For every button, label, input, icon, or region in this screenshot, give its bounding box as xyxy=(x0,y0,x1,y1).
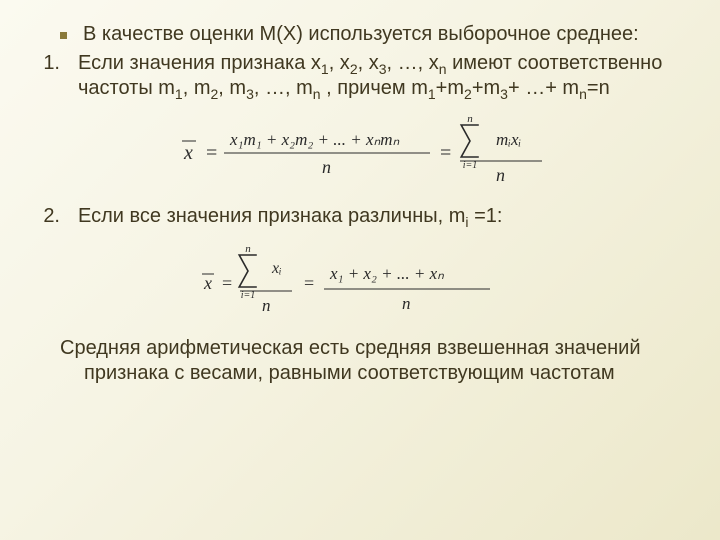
list-text-1: Если значения признака x1, x2, x3, …, xn… xyxy=(78,51,680,101)
formula-2-svg: x = n i=1 xᵢ n = x₁ + x₂ + ... + xₙ n xyxy=(190,239,550,323)
square-bullet-icon xyxy=(60,32,67,39)
svg-text:=: = xyxy=(304,273,314,293)
slide-content: В качестве оценки M(X) используется выбо… xyxy=(0,0,720,406)
svg-text:xᵢ: xᵢ xyxy=(271,260,282,277)
svg-text:=: = xyxy=(222,273,232,293)
list-marker-2: 2. xyxy=(24,204,60,229)
svg-text:x₁ + x₂ + ... + xₙ: x₁ + x₂ + ... + xₙ xyxy=(329,264,444,283)
svg-text:n: n xyxy=(467,113,473,125)
bullet-text: В качестве оценки M(X) используется выбо… xyxy=(83,22,680,47)
svg-text:x₁m₁ + x₂m₂ + ... + xₙmₙ: x₁m₁ + x₂m₂ + ... + xₙmₙ xyxy=(229,130,400,149)
list-item-1: 1. Если значения признака x1, x2, x3, …,… xyxy=(24,51,680,101)
svg-text:x: x xyxy=(203,273,212,293)
summary-text: Средняя арифметическая есть средняя взве… xyxy=(84,336,680,386)
list-item-2: 2. Если все значения признака различны, … xyxy=(24,204,680,229)
svg-text:n: n xyxy=(245,243,251,255)
svg-text:n: n xyxy=(496,165,505,185)
svg-text:=: = xyxy=(206,142,217,164)
svg-text:i=1: i=1 xyxy=(463,160,478,171)
formula-1-svg: x = x₁m₁ + x₂m₂ + ... + xₙmₙ n = n i=1 mᵢxᵢ n xyxy=(170,111,570,191)
svg-text:n: n xyxy=(402,294,411,313)
formula-1: x = x₁m₁ + x₂m₂ + ... + xₙmₙ n = n i=1 mᵢxᵢ n xyxy=(60,111,680,198)
list-text-2: Если все значения признака различны, mi … xyxy=(78,204,680,229)
svg-text:i=1: i=1 xyxy=(241,290,256,301)
svg-text:n: n xyxy=(262,296,271,315)
svg-text:mᵢxᵢ: mᵢxᵢ xyxy=(496,130,521,149)
svg-text:n: n xyxy=(322,157,331,177)
svg-text:x: x xyxy=(183,142,193,164)
svg-text:=: = xyxy=(440,142,451,164)
bullet-item: В качестве оценки M(X) используется выбо… xyxy=(60,22,680,47)
formula-2: x = n i=1 xᵢ n = x₁ + x₂ + ... + xₙ n xyxy=(60,239,680,330)
list-marker-1: 1. xyxy=(24,51,60,76)
